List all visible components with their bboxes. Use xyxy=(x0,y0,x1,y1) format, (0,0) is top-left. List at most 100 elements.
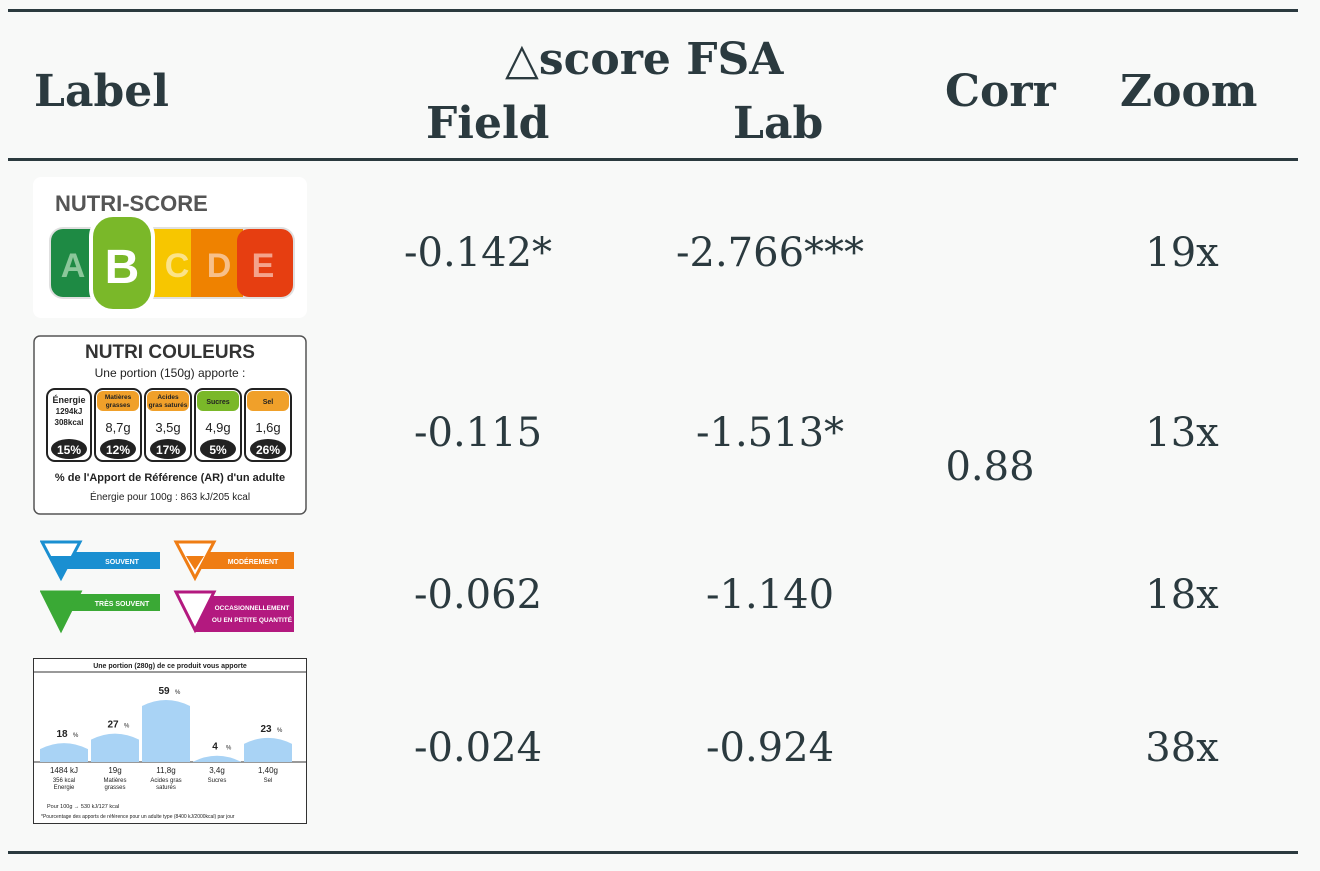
gda-bar-pct: 4 xyxy=(212,742,218,753)
gda-bar-value: 19g xyxy=(108,766,121,775)
gda-bar-sub1: Matières xyxy=(103,778,126,784)
gda-bar-value: 11,8g xyxy=(156,766,175,775)
nutricouleurs-item-name: Acides xyxy=(157,394,179,401)
svg-text:15%: 15% xyxy=(57,443,81,457)
nutricouleurs-footer2: Énergie pour 100g : 863 kJ/205 kcal xyxy=(90,490,250,503)
header-label: Label xyxy=(34,66,169,117)
nutricouleurs-item: Sucres 4,9g 5% xyxy=(194,388,242,462)
gda-logo: Une portion (280g) de ce produit vous ap… xyxy=(33,658,307,824)
row1-lab: -2.766*** xyxy=(675,230,865,276)
nutricouleurs-title: NUTRI COULEURS xyxy=(85,342,255,363)
svg-text:1294kJ: 1294kJ xyxy=(56,407,83,416)
gda-bar-value: 1484 kJ xyxy=(50,766,78,775)
nutricouleurs-graphic: NUTRI COULEURS Une portion (150g) apport… xyxy=(33,335,307,515)
senap-tres-souvent: TRÈS SOUVENT xyxy=(95,599,150,608)
nutricouleurs-item-pct: 5% xyxy=(209,443,227,457)
nutricouleurs-item-pct: 26% xyxy=(256,443,280,457)
row4-field: -0.024 xyxy=(413,725,543,771)
senap-logo: SOUVENT MODÉREMENT TRÈS SOUVENT OCCASION… xyxy=(40,538,298,634)
row2-lab: -1.513* xyxy=(695,410,845,456)
header-lab: Lab xyxy=(733,98,824,149)
row2-zoom: 13x xyxy=(1145,410,1219,456)
svg-text:C: C xyxy=(165,247,190,285)
nutriscore-e-tile xyxy=(237,229,293,297)
gda-title: Une portion (280g) de ce produit vous ap… xyxy=(93,663,247,670)
senap-petite-quantite: OU EN PETITE QUANTITÉ xyxy=(212,615,293,624)
gda-bar-pct: 59 xyxy=(158,686,170,697)
nutricouleurs-item: Sel 1,6g 26% xyxy=(244,388,292,462)
gda-bar-sub2: saturés xyxy=(156,785,176,791)
svg-text:D: D xyxy=(207,247,232,285)
senap-moderement: MODÉREMENT xyxy=(228,557,279,566)
gda-bar-unit: % xyxy=(226,746,232,752)
row4-lab: -0.924 xyxy=(705,725,835,771)
nutricouleurs-item-value: 4,9g xyxy=(205,420,230,435)
gda-bar-unit: % xyxy=(124,724,130,730)
gda-bar-sub2: Energie xyxy=(54,785,75,791)
gda-bar-sub2: grasses xyxy=(104,785,125,791)
nutricouleurs-logo: NUTRI COULEURS Une portion (150g) apport… xyxy=(33,335,307,515)
row1-zoom: 19x xyxy=(1145,230,1219,276)
svg-text:E: E xyxy=(252,247,275,285)
gda-bar-unit: % xyxy=(175,690,181,696)
gda-bar-value: 1,40g xyxy=(258,766,278,775)
gda-footer1: Pour 100g → 530 kJ/127 kcal xyxy=(47,804,119,810)
nutricouleurs-footer1: % de l'Apport de Référence (AR) d'un adu… xyxy=(55,472,285,484)
gda-bar-pct: 23 xyxy=(260,724,272,735)
svg-text:A: A xyxy=(61,247,86,285)
nutricouleurs-item-value: 8,7g xyxy=(105,420,130,435)
svg-text:Énergie: Énergie xyxy=(52,395,85,405)
svg-text:B: B xyxy=(105,241,140,294)
top-rule xyxy=(8,9,1298,12)
gda-bar-pct: 27 xyxy=(107,720,119,731)
gda-bar: 23 % 1,40g Sel xyxy=(244,724,292,784)
header-group: △score FSA xyxy=(505,34,784,85)
nutricouleurs-item-name: Sucres xyxy=(206,399,229,406)
gda-bar-sub1: Sucres xyxy=(208,778,227,784)
gda-footer2: *Pourcentage des apports de référence po… xyxy=(41,814,235,820)
nutricouleurs-energy: Énergie 1294kJ 308kcal 15% xyxy=(46,388,92,462)
nutricouleurs-item-name: gras saturés xyxy=(149,402,188,409)
gda-bar-value: 3,4g xyxy=(209,766,225,775)
header-rule xyxy=(8,158,1298,161)
nutricouleurs-item-value: 1,6g xyxy=(255,420,280,435)
nutriscore-graphic: NUTRI-SCORE A B C D E xyxy=(33,177,307,318)
row1-field: -0.142* xyxy=(403,230,553,276)
senap-souvent: SOUVENT xyxy=(105,559,140,566)
header-zoom: Zoom xyxy=(1120,66,1258,117)
nutricouleurs-item-pct: 12% xyxy=(106,443,130,457)
gda-bar-sub1: Sel xyxy=(264,778,273,784)
row3-lab: -1.140 xyxy=(705,572,835,618)
nutricouleurs-subtitle: Une portion (150g) apporte : xyxy=(95,366,246,380)
nutriscore-b-highlight xyxy=(89,213,155,313)
nutricouleurs-item-value: 3,5g xyxy=(155,420,180,435)
nutricouleurs-item-pct: 17% xyxy=(156,443,180,457)
row3-field: -0.062 xyxy=(413,572,543,618)
row3-zoom: 18x xyxy=(1145,572,1219,618)
gda-bar-sub1: 356 kcal xyxy=(53,778,75,784)
nutriscore-d-tile xyxy=(191,229,243,297)
nutriscore-title: NUTRI-SCORE xyxy=(55,191,208,216)
senap-graphic: SOUVENT MODÉREMENT TRÈS SOUVENT OCCASION… xyxy=(40,540,294,634)
gda-bar-sub1: Acides gras xyxy=(150,778,181,784)
senap-occasionnellement: OCCASIONNELLEMENT xyxy=(215,605,290,612)
gda-bar-pct: 18 xyxy=(56,729,68,740)
header-field: Field xyxy=(426,98,550,149)
nutricouleurs-item-name: Matières xyxy=(105,394,132,401)
bottom-rule xyxy=(8,851,1298,854)
nutricouleurs-item-name: Sel xyxy=(263,399,274,406)
gda-bar-unit: % xyxy=(73,733,79,739)
corr-value: 0.88 xyxy=(945,444,1035,490)
nutriscore-logo: NUTRI-SCORE A B C D E xyxy=(33,177,307,318)
row4-zoom: 38x xyxy=(1145,725,1219,771)
header-corr: Corr xyxy=(945,66,1056,117)
gda-bar: 4 % 3,4g Sucres xyxy=(193,742,241,784)
row2-field: -0.115 xyxy=(413,410,543,456)
svg-text:308kcal: 308kcal xyxy=(55,418,84,427)
nutricouleurs-item-name: grasses xyxy=(106,402,131,409)
